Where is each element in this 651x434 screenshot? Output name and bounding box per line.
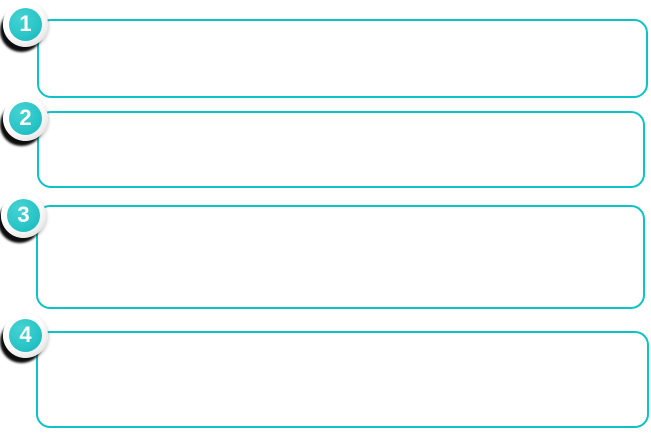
step-1-badge: 1 bbox=[3, 2, 48, 47]
badge-circle: 1 bbox=[9, 8, 42, 41]
step-4-panel bbox=[36, 331, 649, 428]
step-4-badge: 4 bbox=[3, 313, 48, 358]
step-1-panel bbox=[37, 19, 648, 98]
step-3-badge: 3 bbox=[1, 193, 46, 238]
step-3-panel bbox=[36, 205, 645, 309]
badge-circle: 2 bbox=[9, 102, 42, 135]
step-number: 2 bbox=[19, 104, 32, 130]
step-number: 4 bbox=[19, 321, 32, 347]
badge-circle: 3 bbox=[7, 199, 40, 232]
step-2-badge: 2 bbox=[3, 96, 48, 141]
step-2-panel bbox=[37, 111, 645, 188]
step-number: 1 bbox=[19, 10, 32, 36]
step-number: 3 bbox=[17, 201, 30, 227]
badge-circle: 4 bbox=[9, 319, 42, 352]
